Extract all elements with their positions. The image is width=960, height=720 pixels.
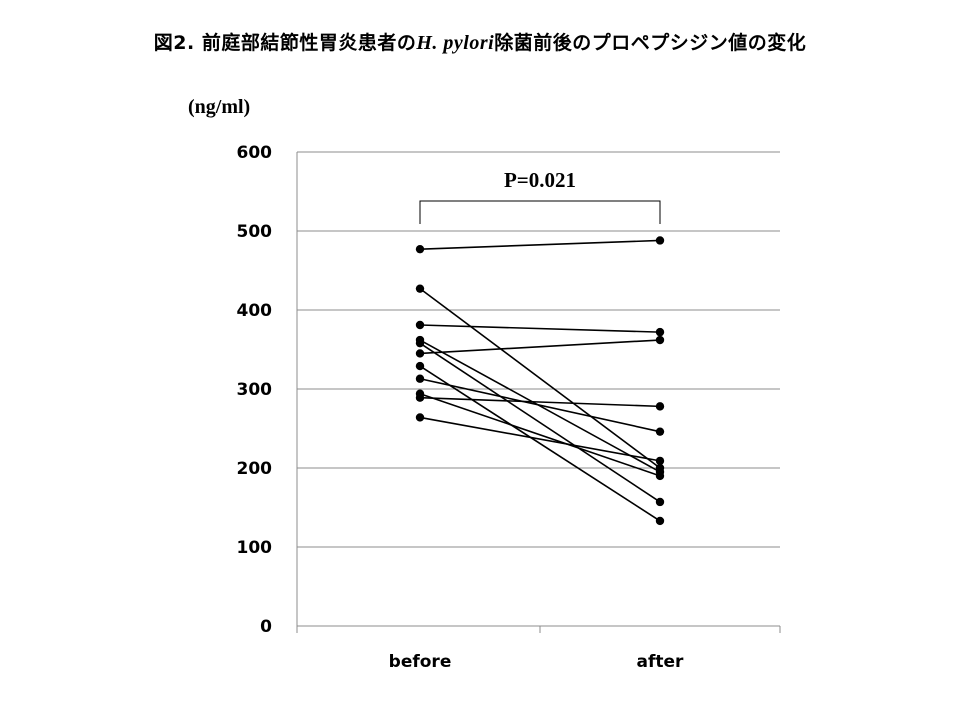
data-point-after	[655, 427, 665, 436]
series-line	[419, 339, 661, 355]
series-line	[419, 288, 661, 469]
y-tick-label: 600	[237, 143, 273, 163]
data-point-after	[655, 516, 665, 526]
series-line	[419, 416, 661, 462]
series-line	[419, 365, 661, 522]
series-line	[419, 377, 661, 433]
data-point-after	[655, 327, 665, 337]
data-point-before	[415, 393, 425, 402]
data-point-before	[415, 374, 425, 383]
data-point-before	[415, 284, 425, 293]
significance-bracket	[419, 200, 661, 224]
y-tick-label: 100	[237, 538, 273, 558]
title-italic: H. pylori	[416, 32, 495, 54]
series-line	[419, 324, 661, 333]
data-point-before	[415, 338, 425, 348]
y-tick-label: 400	[237, 301, 273, 321]
series-line	[419, 239, 661, 250]
data-point-after	[655, 471, 665, 481]
data-point-before	[415, 413, 425, 422]
data-point-before	[415, 244, 425, 254]
data-point-after	[655, 402, 665, 411]
p-value-annotation: P=0.021	[504, 168, 576, 192]
data-point-before	[415, 320, 425, 330]
series-line	[419, 342, 661, 503]
y-axis-unit-label: (ng/ml)	[188, 96, 251, 118]
title-prefix: 図2. 前庭部結節性胃炎患者の	[153, 32, 417, 54]
data-point-after	[655, 236, 665, 245]
data-point-before	[415, 349, 425, 358]
data-point-after	[655, 456, 665, 466]
y-tick-label: 200	[237, 459, 273, 479]
x-category-label: before	[389, 652, 452, 672]
x-category-label: after	[637, 652, 685, 672]
y-tick-label: 0	[260, 617, 272, 637]
title-suffix: 除菌前後のプロペプシジン値の変化	[494, 32, 807, 54]
series-line	[419, 396, 661, 408]
data-point-after	[655, 335, 665, 345]
series-line	[419, 392, 661, 477]
data-point-after	[655, 497, 665, 507]
y-tick-label: 500	[237, 222, 273, 242]
chart-title: 図2. 前庭部結節性胃炎患者のH. pylori除菌前後のプロペプシジン値の変化	[0, 28, 960, 55]
y-tick-label: 300	[237, 380, 273, 400]
data-point-before	[415, 361, 425, 371]
